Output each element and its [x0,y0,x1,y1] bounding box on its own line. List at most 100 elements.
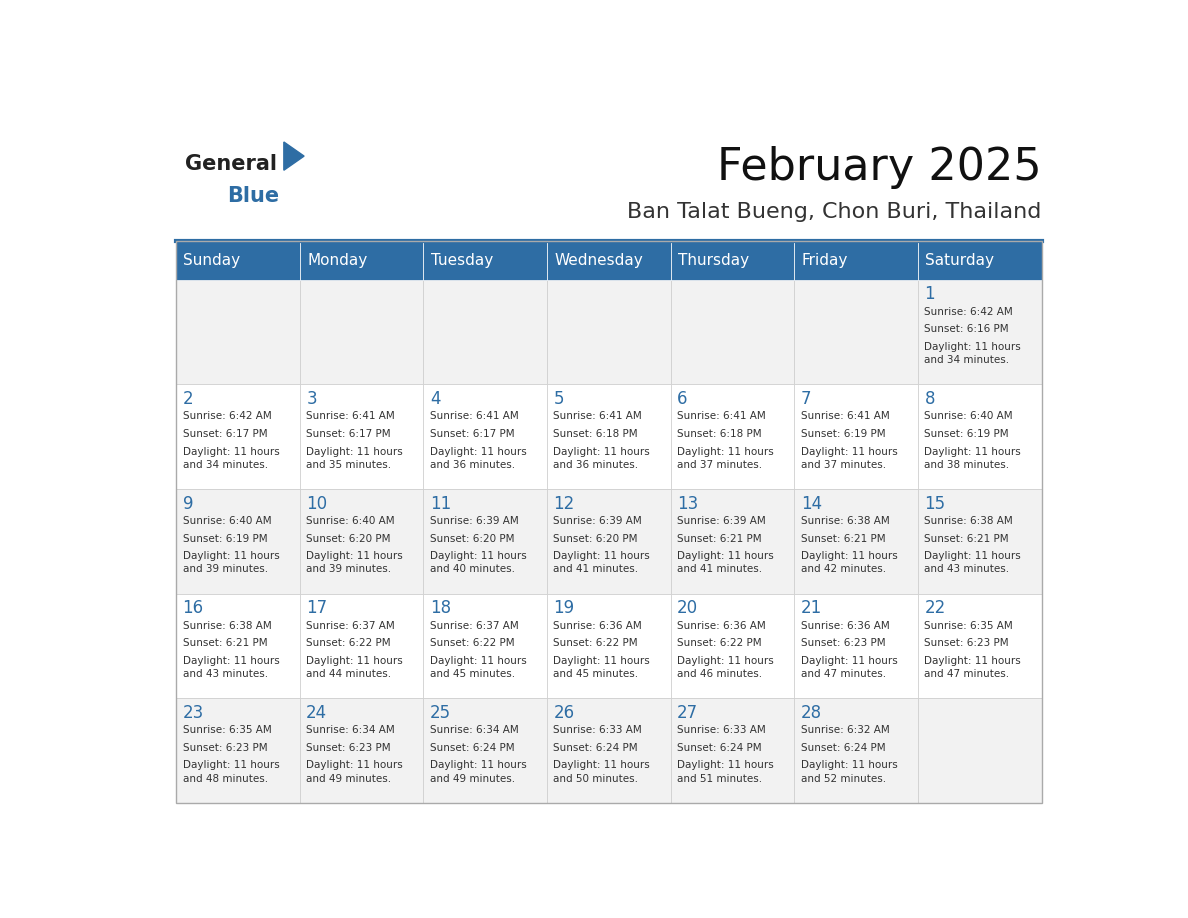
Text: Sunset: 6:23 PM: Sunset: 6:23 PM [183,743,267,753]
Text: Sunset: 6:23 PM: Sunset: 6:23 PM [924,638,1009,648]
Bar [918,280,1042,385]
Text: Sunrise: 6:33 AM: Sunrise: 6:33 AM [677,725,766,735]
Text: 24: 24 [307,704,328,722]
Text: Sunrise: 6:32 AM: Sunrise: 6:32 AM [801,725,890,735]
Text: Sunset: 6:21 PM: Sunset: 6:21 PM [183,638,267,648]
Text: Sunrise: 6:35 AM: Sunrise: 6:35 AM [183,725,271,735]
Text: Sunset: 6:17 PM: Sunset: 6:17 PM [430,429,514,439]
Bar [671,699,795,803]
Text: Daylight: 11 hours
and 47 minutes.: Daylight: 11 hours and 47 minutes. [924,655,1022,679]
Text: Sunrise: 6:42 AM: Sunrise: 6:42 AM [183,411,271,421]
Bar [299,594,423,699]
Text: Sunrise: 6:41 AM: Sunrise: 6:41 AM [801,411,890,421]
Text: Sunset: 6:20 PM: Sunset: 6:20 PM [554,533,638,543]
Bar [671,241,795,280]
Bar [671,280,795,385]
Text: 9: 9 [183,495,194,512]
Text: Sunrise: 6:36 AM: Sunrise: 6:36 AM [677,621,766,631]
Bar [423,241,546,280]
Text: Daylight: 11 hours
and 50 minutes.: Daylight: 11 hours and 50 minutes. [554,760,650,784]
Text: Sunset: 6:21 PM: Sunset: 6:21 PM [677,533,762,543]
Text: Sunset: 6:20 PM: Sunset: 6:20 PM [430,533,514,543]
Text: Daylight: 11 hours
and 47 minutes.: Daylight: 11 hours and 47 minutes. [801,655,897,679]
Bar [918,699,1042,803]
Text: Sunrise: 6:40 AM: Sunrise: 6:40 AM [924,411,1013,421]
Text: Saturday: Saturday [925,252,994,268]
Text: Daylight: 11 hours
and 43 minutes.: Daylight: 11 hours and 43 minutes. [924,551,1022,575]
Text: Daylight: 11 hours
and 43 minutes.: Daylight: 11 hours and 43 minutes. [183,655,279,679]
Text: 12: 12 [554,495,575,512]
Text: Daylight: 11 hours
and 46 minutes.: Daylight: 11 hours and 46 minutes. [677,655,773,679]
Text: 20: 20 [677,599,699,617]
Text: 13: 13 [677,495,699,512]
Text: Sunset: 6:22 PM: Sunset: 6:22 PM [677,638,762,648]
Text: Sunset: 6:19 PM: Sunset: 6:19 PM [183,533,267,543]
Text: Sunrise: 6:35 AM: Sunrise: 6:35 AM [924,621,1013,631]
Text: 6: 6 [677,390,688,409]
Text: Daylight: 11 hours
and 41 minutes.: Daylight: 11 hours and 41 minutes. [554,551,650,575]
Bar [299,699,423,803]
Text: Daylight: 11 hours
and 38 minutes.: Daylight: 11 hours and 38 minutes. [924,447,1022,470]
Text: Daylight: 11 hours
and 44 minutes.: Daylight: 11 hours and 44 minutes. [307,655,403,679]
Text: Sunrise: 6:38 AM: Sunrise: 6:38 AM [183,621,271,631]
Bar [918,241,1042,280]
Text: 14: 14 [801,495,822,512]
Text: Sunset: 6:20 PM: Sunset: 6:20 PM [307,533,391,543]
Bar [176,594,299,699]
Text: Daylight: 11 hours
and 49 minutes.: Daylight: 11 hours and 49 minutes. [430,760,526,784]
Bar [176,241,1042,803]
Text: Daylight: 11 hours
and 52 minutes.: Daylight: 11 hours and 52 minutes. [801,760,897,784]
Text: Sunset: 6:18 PM: Sunset: 6:18 PM [554,429,638,439]
Text: Sunrise: 6:36 AM: Sunrise: 6:36 AM [554,621,643,631]
Text: Monday: Monday [308,252,367,268]
Text: Sunrise: 6:39 AM: Sunrise: 6:39 AM [430,516,519,526]
Text: Daylight: 11 hours
and 45 minutes.: Daylight: 11 hours and 45 minutes. [430,655,526,679]
Bar [546,594,671,699]
Text: 27: 27 [677,704,699,722]
Text: Sunday: Sunday [183,252,241,268]
Text: 21: 21 [801,599,822,617]
Text: 10: 10 [307,495,328,512]
Text: 19: 19 [554,599,575,617]
Text: Daylight: 11 hours
and 45 minutes.: Daylight: 11 hours and 45 minutes. [554,655,650,679]
Bar [795,280,918,385]
Text: Daylight: 11 hours
and 35 minutes.: Daylight: 11 hours and 35 minutes. [307,447,403,470]
Text: Sunrise: 6:41 AM: Sunrise: 6:41 AM [554,411,643,421]
Text: Tuesday: Tuesday [431,252,493,268]
Bar [423,594,546,699]
Text: Sunset: 6:17 PM: Sunset: 6:17 PM [307,429,391,439]
Text: Thursday: Thursday [678,252,750,268]
Text: Friday: Friday [802,252,848,268]
Text: Sunrise: 6:39 AM: Sunrise: 6:39 AM [677,516,766,526]
Text: Ban Talat Bueng, Chon Buri, Thailand: Ban Talat Bueng, Chon Buri, Thailand [627,202,1042,222]
Text: Sunset: 6:16 PM: Sunset: 6:16 PM [924,324,1009,334]
Text: Sunrise: 6:42 AM: Sunrise: 6:42 AM [924,307,1013,317]
Text: Daylight: 11 hours
and 39 minutes.: Daylight: 11 hours and 39 minutes. [183,551,279,575]
Text: 8: 8 [924,390,935,409]
Text: Daylight: 11 hours
and 34 minutes.: Daylight: 11 hours and 34 minutes. [183,447,279,470]
Text: Sunset: 6:22 PM: Sunset: 6:22 PM [307,638,391,648]
Text: Sunset: 6:19 PM: Sunset: 6:19 PM [801,429,885,439]
Text: 1: 1 [924,285,935,304]
Text: Daylight: 11 hours
and 37 minutes.: Daylight: 11 hours and 37 minutes. [801,447,897,470]
Text: 4: 4 [430,390,441,409]
Text: 2: 2 [183,390,194,409]
Text: Sunset: 6:19 PM: Sunset: 6:19 PM [924,429,1009,439]
Text: Daylight: 11 hours
and 42 minutes.: Daylight: 11 hours and 42 minutes. [801,551,897,575]
Bar [546,241,671,280]
Text: Sunrise: 6:40 AM: Sunrise: 6:40 AM [183,516,271,526]
Text: Sunrise: 6:34 AM: Sunrise: 6:34 AM [307,725,394,735]
Bar [918,385,1042,489]
Text: Daylight: 11 hours
and 39 minutes.: Daylight: 11 hours and 39 minutes. [307,551,403,575]
Text: 28: 28 [801,704,822,722]
Text: Daylight: 11 hours
and 41 minutes.: Daylight: 11 hours and 41 minutes. [677,551,773,575]
Text: Daylight: 11 hours
and 37 minutes.: Daylight: 11 hours and 37 minutes. [677,447,773,470]
Polygon shape [284,142,304,170]
Text: Sunrise: 6:33 AM: Sunrise: 6:33 AM [554,725,643,735]
Text: General: General [185,154,277,174]
Text: Blue: Blue [227,185,279,206]
Bar [795,385,918,489]
Bar [918,594,1042,699]
Text: Sunrise: 6:41 AM: Sunrise: 6:41 AM [430,411,519,421]
Bar [546,385,671,489]
